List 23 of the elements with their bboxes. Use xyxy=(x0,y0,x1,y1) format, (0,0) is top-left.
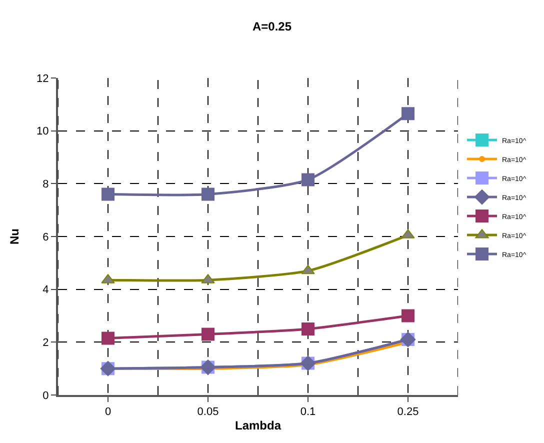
x-tick-label: 0.05 xyxy=(197,406,219,418)
y-tick-label: 8 xyxy=(42,178,49,191)
point xyxy=(402,309,414,322)
point xyxy=(301,264,315,274)
y-tick-label: 6 xyxy=(42,231,49,244)
x-axis-title: Lambda xyxy=(234,418,282,433)
x-tick-label: 0.25 xyxy=(397,406,419,418)
y-axis-title: Nu xyxy=(7,228,22,244)
point xyxy=(202,328,214,341)
y-tick-label: 12 xyxy=(36,72,49,85)
y-tick-label: 4 xyxy=(42,284,49,296)
point xyxy=(102,188,114,201)
point xyxy=(402,107,414,120)
x-tick-label: 0.1 xyxy=(300,406,316,418)
point xyxy=(302,173,314,186)
y-tick-label: 2 xyxy=(42,337,49,350)
point xyxy=(302,322,314,336)
point xyxy=(202,188,214,201)
x-tick-label: 0 xyxy=(104,406,112,418)
point xyxy=(102,332,114,345)
y-tick-label: 0 xyxy=(42,390,49,402)
chart-title: A=0.25 xyxy=(252,20,292,34)
y-tick-label: 10 xyxy=(36,126,49,138)
